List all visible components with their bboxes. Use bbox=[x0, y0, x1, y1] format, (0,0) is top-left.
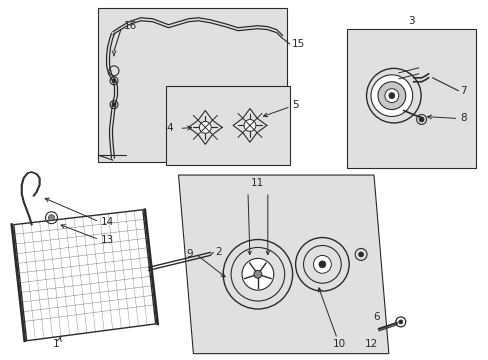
Ellipse shape bbox=[370, 75, 412, 117]
Circle shape bbox=[388, 93, 394, 99]
Text: 16: 16 bbox=[123, 21, 137, 31]
Circle shape bbox=[377, 82, 405, 109]
Text: 15: 15 bbox=[291, 39, 304, 49]
Circle shape bbox=[112, 103, 116, 107]
Polygon shape bbox=[178, 175, 388, 354]
Circle shape bbox=[418, 117, 423, 122]
Text: 8: 8 bbox=[459, 113, 466, 123]
Circle shape bbox=[199, 122, 211, 133]
Text: 14: 14 bbox=[101, 217, 114, 227]
Circle shape bbox=[253, 270, 262, 278]
Text: 11: 11 bbox=[251, 178, 264, 188]
Circle shape bbox=[244, 120, 255, 131]
Bar bbox=[346, 29, 475, 168]
Text: 1: 1 bbox=[53, 339, 60, 349]
Circle shape bbox=[398, 320, 402, 324]
Circle shape bbox=[358, 252, 363, 257]
Text: 9: 9 bbox=[186, 249, 193, 260]
Text: 2: 2 bbox=[215, 247, 222, 257]
Text: 7: 7 bbox=[459, 86, 466, 96]
Circle shape bbox=[384, 89, 398, 103]
Text: 3: 3 bbox=[407, 16, 414, 26]
Circle shape bbox=[112, 79, 116, 83]
Circle shape bbox=[242, 258, 273, 290]
Text: 12: 12 bbox=[364, 339, 377, 349]
Circle shape bbox=[318, 261, 325, 268]
Bar bbox=[98, 8, 286, 162]
Circle shape bbox=[313, 255, 331, 273]
Text: 4: 4 bbox=[166, 123, 173, 134]
Text: 6: 6 bbox=[373, 312, 380, 322]
Circle shape bbox=[48, 215, 54, 221]
Text: 5: 5 bbox=[292, 100, 299, 109]
Text: 10: 10 bbox=[332, 339, 345, 349]
Bar bbox=[165, 86, 289, 165]
Text: 13: 13 bbox=[101, 234, 114, 244]
Polygon shape bbox=[14, 210, 155, 341]
